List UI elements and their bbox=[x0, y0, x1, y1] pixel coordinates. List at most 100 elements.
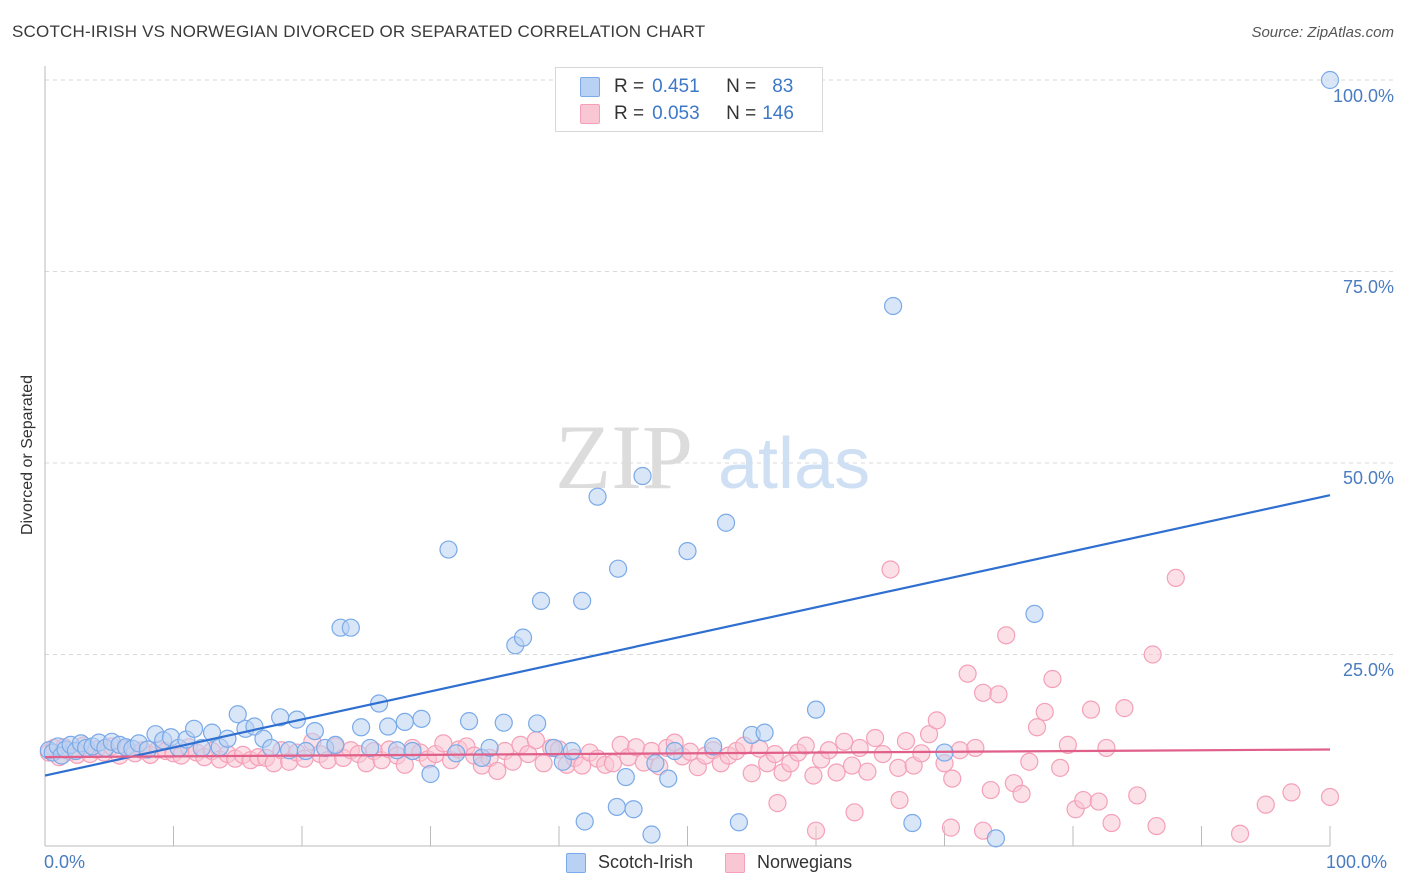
scotch-irish-trend-line bbox=[44, 494, 1331, 777]
watermark: ZIP atlas bbox=[555, 406, 870, 508]
norwegians-point bbox=[1074, 790, 1093, 810]
norwegians-point bbox=[989, 685, 1008, 704]
norwegians-point bbox=[1128, 786, 1147, 805]
n-label: N = bbox=[726, 103, 757, 124]
norwegians-point bbox=[919, 725, 939, 744]
scotch-irish-point bbox=[633, 466, 652, 486]
scotch-irish-point bbox=[986, 829, 1006, 848]
norwegians-point bbox=[950, 741, 970, 760]
scotch-irish-points bbox=[39, 70, 1340, 848]
y-tick-25: 25.0% bbox=[1342, 660, 1394, 680]
norwegians-point bbox=[1097, 738, 1116, 758]
y-tick-100: 100.0% bbox=[1332, 86, 1394, 106]
scotch-irish-point bbox=[531, 591, 551, 610]
norwegians-point bbox=[1102, 813, 1121, 833]
scotch-irish-point bbox=[616, 767, 635, 787]
norwegians-point bbox=[896, 731, 916, 751]
grid-lines bbox=[45, 79, 1395, 655]
y-tick-75: 75.0% bbox=[1342, 277, 1394, 297]
legend-row-scotch-irish: R = 0.451 N = 83 bbox=[580, 75, 793, 99]
norwegians-point bbox=[534, 754, 553, 773]
scotch-irish-point bbox=[480, 738, 499, 758]
norwegians-point bbox=[889, 758, 908, 777]
chart-title: SCOTCH-IRISH VS NORWEGIAN DIVORCED OR SE… bbox=[12, 22, 706, 41]
scotch-irish-point bbox=[607, 797, 626, 817]
scotch-irish-point bbox=[341, 618, 360, 637]
scotch-irish-point bbox=[624, 800, 643, 819]
scotch-irish-point bbox=[1025, 604, 1044, 624]
axes bbox=[44, 66, 1331, 847]
scotch-irish-point bbox=[883, 296, 903, 316]
scotch-irish-point bbox=[262, 738, 281, 758]
swatch-blue-icon bbox=[580, 77, 600, 97]
scotch-irish-point bbox=[378, 717, 398, 736]
scotch-irish-point bbox=[903, 813, 922, 833]
scotch-irish-point bbox=[665, 741, 684, 761]
scotch-irish-point bbox=[296, 741, 315, 761]
scotch-irish-point bbox=[609, 559, 628, 578]
norwegians-point bbox=[912, 744, 931, 763]
legend-item-norwegians: Norwegians bbox=[725, 852, 852, 873]
scotch-irish-point bbox=[421, 764, 440, 784]
norwegians-point bbox=[973, 683, 993, 702]
scotch-irish-point bbox=[755, 723, 774, 742]
norwegians-point bbox=[503, 752, 522, 771]
scotch-irish-point bbox=[305, 721, 324, 741]
n-value: 83 bbox=[772, 76, 794, 97]
norwegians-point bbox=[796, 736, 815, 755]
correlation-legend: R = 0.451 N = 83 R = 0.053 N = 146 bbox=[555, 67, 823, 132]
norwegians-point bbox=[603, 754, 623, 773]
norwegians-point bbox=[1115, 699, 1134, 718]
scotch-irish-point bbox=[659, 769, 678, 788]
norwegians-point bbox=[866, 728, 885, 748]
scotch-irish-point bbox=[459, 712, 479, 731]
scotch-irish-point bbox=[575, 812, 594, 831]
swatch-blue-icon bbox=[566, 852, 586, 873]
norwegians-point bbox=[526, 731, 545, 750]
scotch-irish-point bbox=[1320, 70, 1340, 90]
norwegians-point bbox=[858, 762, 877, 781]
scotch-irish-point bbox=[588, 487, 607, 506]
legend-row-norwegians: R = 0.053 N = 146 bbox=[580, 102, 794, 126]
norwegians-point bbox=[1020, 752, 1039, 771]
norwegians-point bbox=[1035, 702, 1054, 722]
norwegians-point bbox=[943, 769, 962, 788]
norwegians-point bbox=[680, 742, 700, 761]
r-label: R = bbox=[614, 103, 645, 124]
scotch-irish-point bbox=[729, 813, 749, 832]
scotch-irish-point bbox=[573, 591, 592, 610]
r-label: R = bbox=[614, 76, 645, 97]
norwegians-point bbox=[1256, 795, 1275, 814]
scotch-irish-point bbox=[642, 825, 661, 844]
swatch-pink-icon bbox=[725, 852, 746, 873]
norwegians-point bbox=[1230, 824, 1250, 843]
norwegians-point bbox=[819, 741, 838, 760]
norwegians-point bbox=[966, 738, 985, 758]
scotch-irish-point bbox=[528, 714, 547, 733]
norwegians-point bbox=[1027, 718, 1047, 737]
series-legend: Scotch-Irish Norwegians bbox=[566, 852, 884, 873]
y-tick-50: 50.0% bbox=[1342, 468, 1394, 488]
n-label: N = bbox=[726, 76, 757, 97]
n-value: 146 bbox=[762, 103, 794, 124]
scotch-irish-point bbox=[704, 737, 723, 756]
norwegians-point bbox=[1320, 787, 1340, 807]
norwegians-point bbox=[835, 732, 854, 751]
scotch-irish-point bbox=[646, 754, 665, 773]
scotch-irish-point bbox=[678, 541, 697, 561]
norwegians-points bbox=[39, 560, 1340, 843]
scotch-irish-point bbox=[326, 735, 345, 754]
norwegians-point bbox=[434, 734, 453, 753]
r-value: 0.053 bbox=[652, 103, 700, 124]
norwegians-point bbox=[488, 761, 507, 781]
scotch-irish-point bbox=[202, 723, 222, 742]
norwegians-point bbox=[1081, 700, 1101, 719]
x-tick-0: 0.0% bbox=[44, 852, 86, 872]
norwegians-point bbox=[958, 664, 977, 683]
norwegians-point bbox=[742, 764, 761, 783]
scotch-irish-point bbox=[387, 741, 407, 760]
norwegians-point bbox=[1282, 783, 1301, 802]
trend-lines bbox=[44, 494, 1331, 777]
swatch-pink-icon bbox=[580, 104, 600, 124]
